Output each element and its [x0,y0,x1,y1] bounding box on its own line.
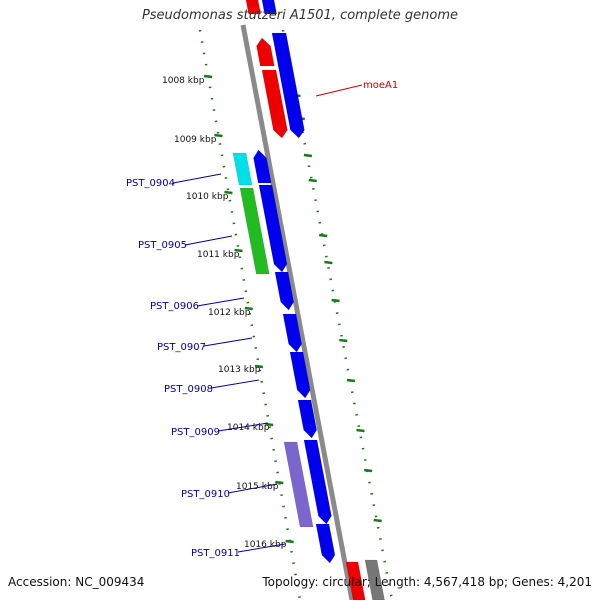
major-tick [363,468,373,473]
gene-callout-line [172,173,222,184]
gene-callout-line [227,483,278,494]
scale-label: 1014 kbp [227,423,270,433]
gene-feature-PST_0906 [274,271,295,311]
outer-tick-track [198,29,394,601]
gene-feature-PST_0905-green [239,187,270,275]
gene-feature-blue-1 [271,32,305,139]
gene-feature-top-red [245,0,262,15]
gene-callout-line [196,297,245,307]
gene-callout-line [217,422,269,432]
gene-label: PST_0911 [191,548,240,559]
scale-labels: 1008 kbp 1009 kbp 1010 kbp 1011 kbp 1012 kbp… [162,76,287,550]
gene-label: PST_0906 [150,301,199,312]
gene-callout-line [237,543,286,553]
major-tick [319,233,328,238]
major-tick [254,364,264,369]
major-tick [203,74,213,79]
major-tick [346,378,356,383]
major-tick [234,248,243,253]
gene-features [232,0,385,601]
gene-label: moeA1 [363,80,398,91]
gene-feature-PST_0904-cyan [232,152,253,186]
gene-callout-line [315,84,363,97]
accession-text: Accession: NC_009434 [8,575,145,589]
scale-label: 1011 kbp [197,250,240,260]
gene-feature-PST_0905-blue [258,184,288,273]
scale-label: 1016 kbp [244,540,287,550]
gene-callouts [172,84,363,553]
major-ticks [203,74,382,544]
gene-feature-PST_0904-blue [253,149,272,184]
major-tick [244,306,253,311]
major-tick [214,133,223,138]
major-tick [356,428,365,433]
topology-text: Topology: circular; Length: 4,567,418 bp… [262,575,592,589]
gene-callout-line [210,379,260,389]
major-tick [373,518,382,523]
major-tick [308,178,317,183]
gene-callout-line [184,235,233,246]
gene-feature-PST_0909 [297,399,318,439]
scale-label: 1008 kbp [162,76,205,86]
gene-label: PST_0908 [164,384,213,395]
scale-label: 1009 kbp [174,135,217,145]
gene-label: PST_0910 [181,489,230,500]
major-tick [303,153,313,158]
gene-feature-PST_0910-blue [303,439,332,525]
gene-labels: moeA1 PST_0904 PST_0905 PST_0906 PST_0907 PST… [126,80,398,559]
scale-label: 1012 kbp [208,308,251,318]
major-tick [285,539,294,544]
major-tick [224,190,233,195]
gene-feature-top-blue [261,0,278,15]
gene-label: PST_0905 [138,240,187,251]
genome-backbone [240,24,355,601]
major-tick [324,260,333,265]
gene-feature-PST_0910-purple [283,441,314,528]
major-tick [339,338,348,343]
gene-feature-PST_0911 [315,523,336,564]
gene-callout-line [203,337,253,347]
gene-feature-moeA1 [261,69,288,139]
major-tick [275,480,284,485]
scale-label: 1015 kbp [236,482,279,492]
scale-label: 1010 kbp [186,192,229,202]
major-tick [331,298,340,303]
map-title: Pseudomonas stutzeri A1501, complete gen… [141,8,459,23]
gene-feature-PST_0908 [289,351,311,399]
scale-label: 1013 kbp [218,365,261,375]
gene-feature-red-upper [256,37,275,67]
gene-label: PST_0904 [126,178,175,189]
major-tick [264,422,274,427]
gene-feature-PST_0907 [282,313,303,353]
gene-label: PST_0907 [157,342,206,353]
gene-label: PST_0909 [171,427,220,438]
